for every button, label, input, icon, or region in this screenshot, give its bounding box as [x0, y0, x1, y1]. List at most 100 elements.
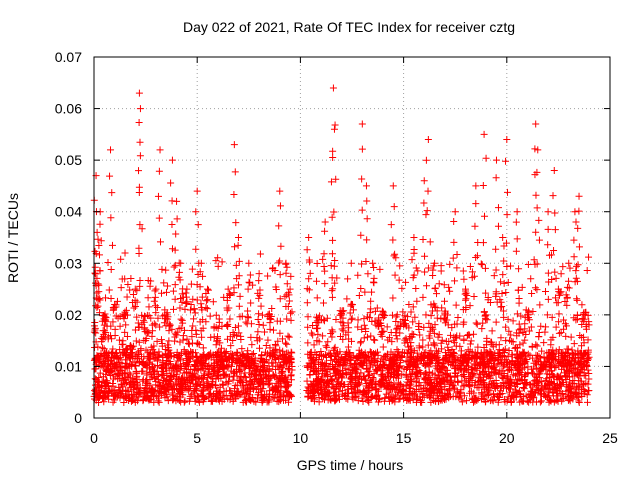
data-point-trail: [264, 310, 275, 323]
data-point-trail: [570, 218, 581, 303]
data-point-trail: [175, 268, 187, 306]
data-point: [177, 259, 185, 267]
data-point-trail: [408, 246, 420, 311]
data-point-trail: [319, 227, 329, 307]
y-tick-label: 0: [74, 410, 82, 426]
data-point: [503, 136, 511, 144]
data-point: [321, 218, 329, 226]
data-point-trail: [497, 242, 508, 311]
data-point-trail: [135, 118, 144, 290]
data-point: [193, 187, 201, 195]
data-point: [550, 166, 558, 174]
x-tick-label: 5: [193, 430, 201, 446]
data-point: [93, 228, 101, 236]
data-point-trail: [367, 264, 378, 313]
data-point-trail: [470, 200, 482, 300]
data-point: [544, 208, 552, 216]
data-point-trail: [387, 203, 399, 302]
data-point: [276, 187, 284, 195]
axis-ticks: 0 5 10 15 20 25 0 0.01 0.02 0.03 0.04 0.05 0.06 0.07: [55, 49, 618, 446]
data-point: [362, 182, 370, 190]
x-axis-label: GPS time / hours: [297, 457, 404, 473]
data-point: [197, 259, 205, 267]
y-tick-label: 0.01: [55, 358, 82, 374]
data-point: [499, 234, 507, 241]
data-point: [131, 285, 139, 293]
data-point: [424, 136, 432, 144]
data-point: [532, 120, 540, 128]
data-point-trail: [429, 262, 439, 310]
data-point-trail: [312, 317, 323, 338]
data-point-trail: [378, 307, 389, 321]
chart-title: Day 022 of 2021, Rate Of TEC Index for r…: [183, 19, 515, 35]
data-point-trail: [327, 121, 339, 287]
data-point-trail: [150, 287, 161, 317]
data-point: [183, 285, 191, 293]
data-point: [204, 285, 212, 293]
data-point: [156, 146, 164, 154]
data-point-trail: [135, 138, 146, 284]
data-point: [389, 182, 397, 190]
data-point: [329, 84, 337, 92]
data-point: [358, 120, 366, 128]
x-tick-label: 10: [293, 430, 309, 446]
data-point-trail: [580, 308, 590, 323]
y-tick-label: 0.03: [55, 255, 82, 271]
y-tick-label: 0.07: [55, 49, 82, 65]
data-point: [234, 234, 242, 241]
data-point: [224, 285, 232, 293]
data-point-trail: [549, 192, 560, 302]
data-point-trail: [212, 311, 223, 345]
data-point-trail: [480, 308, 491, 324]
data-point-trail: [329, 147, 340, 293]
data-point-trail: [399, 308, 409, 328]
data-point: [255, 270, 263, 278]
x-tick-label: 0: [90, 430, 98, 446]
data-point: [575, 192, 583, 200]
y-tick-label: 0.05: [55, 152, 82, 168]
data-point-trail: [419, 199, 430, 301]
data-point-trail: [244, 271, 255, 315]
data-point-trail: [336, 307, 347, 322]
data-point-trail: [167, 179, 178, 295]
data-point-trail: [422, 156, 434, 290]
data-point: [410, 234, 418, 241]
data-point-trail: [462, 287, 471, 313]
data-point-trail: [140, 312, 149, 344]
data-point-trail: [573, 207, 583, 304]
y-tick-label: 0.04: [55, 204, 82, 220]
data-point-trail: [109, 303, 120, 320]
data-point-trail: [532, 168, 543, 294]
data-point: [100, 321, 108, 329]
data-point-trail: [357, 145, 366, 293]
data-points: [90, 84, 593, 406]
data-point-trail: [202, 286, 212, 313]
data-point-trail: [522, 306, 533, 322]
data-point-trail: [361, 197, 372, 296]
data-point-trail: [502, 157, 511, 296]
data-point-trail: [230, 168, 240, 297]
data-point-trail: [303, 246, 314, 307]
data-point: [420, 177, 428, 185]
data-point: [492, 156, 500, 164]
data-point-trail: [95, 220, 105, 302]
data-point-trail: [284, 289, 296, 317]
data-point: [369, 259, 377, 267]
data-point-trail: [450, 217, 461, 309]
data-point-trail: [234, 241, 244, 310]
data-point-trail: [492, 174, 502, 298]
y-axis-label: ROTI / TECUs: [5, 193, 21, 283]
data-point-trail: [512, 218, 523, 307]
data-point: [282, 259, 290, 267]
data-point-trail: [553, 289, 564, 318]
y-tick-label: 0.06: [55, 101, 82, 117]
data-point-trail: [544, 225, 553, 303]
data-point-trail: [105, 172, 116, 294]
data-point: [230, 141, 238, 149]
data-point-trail: [275, 202, 285, 303]
data-point: [330, 125, 338, 133]
baseline-sample-markers: [90, 249, 593, 406]
data-point-trail: [171, 215, 181, 303]
data-point: [554, 285, 562, 293]
data-point: [565, 259, 573, 267]
